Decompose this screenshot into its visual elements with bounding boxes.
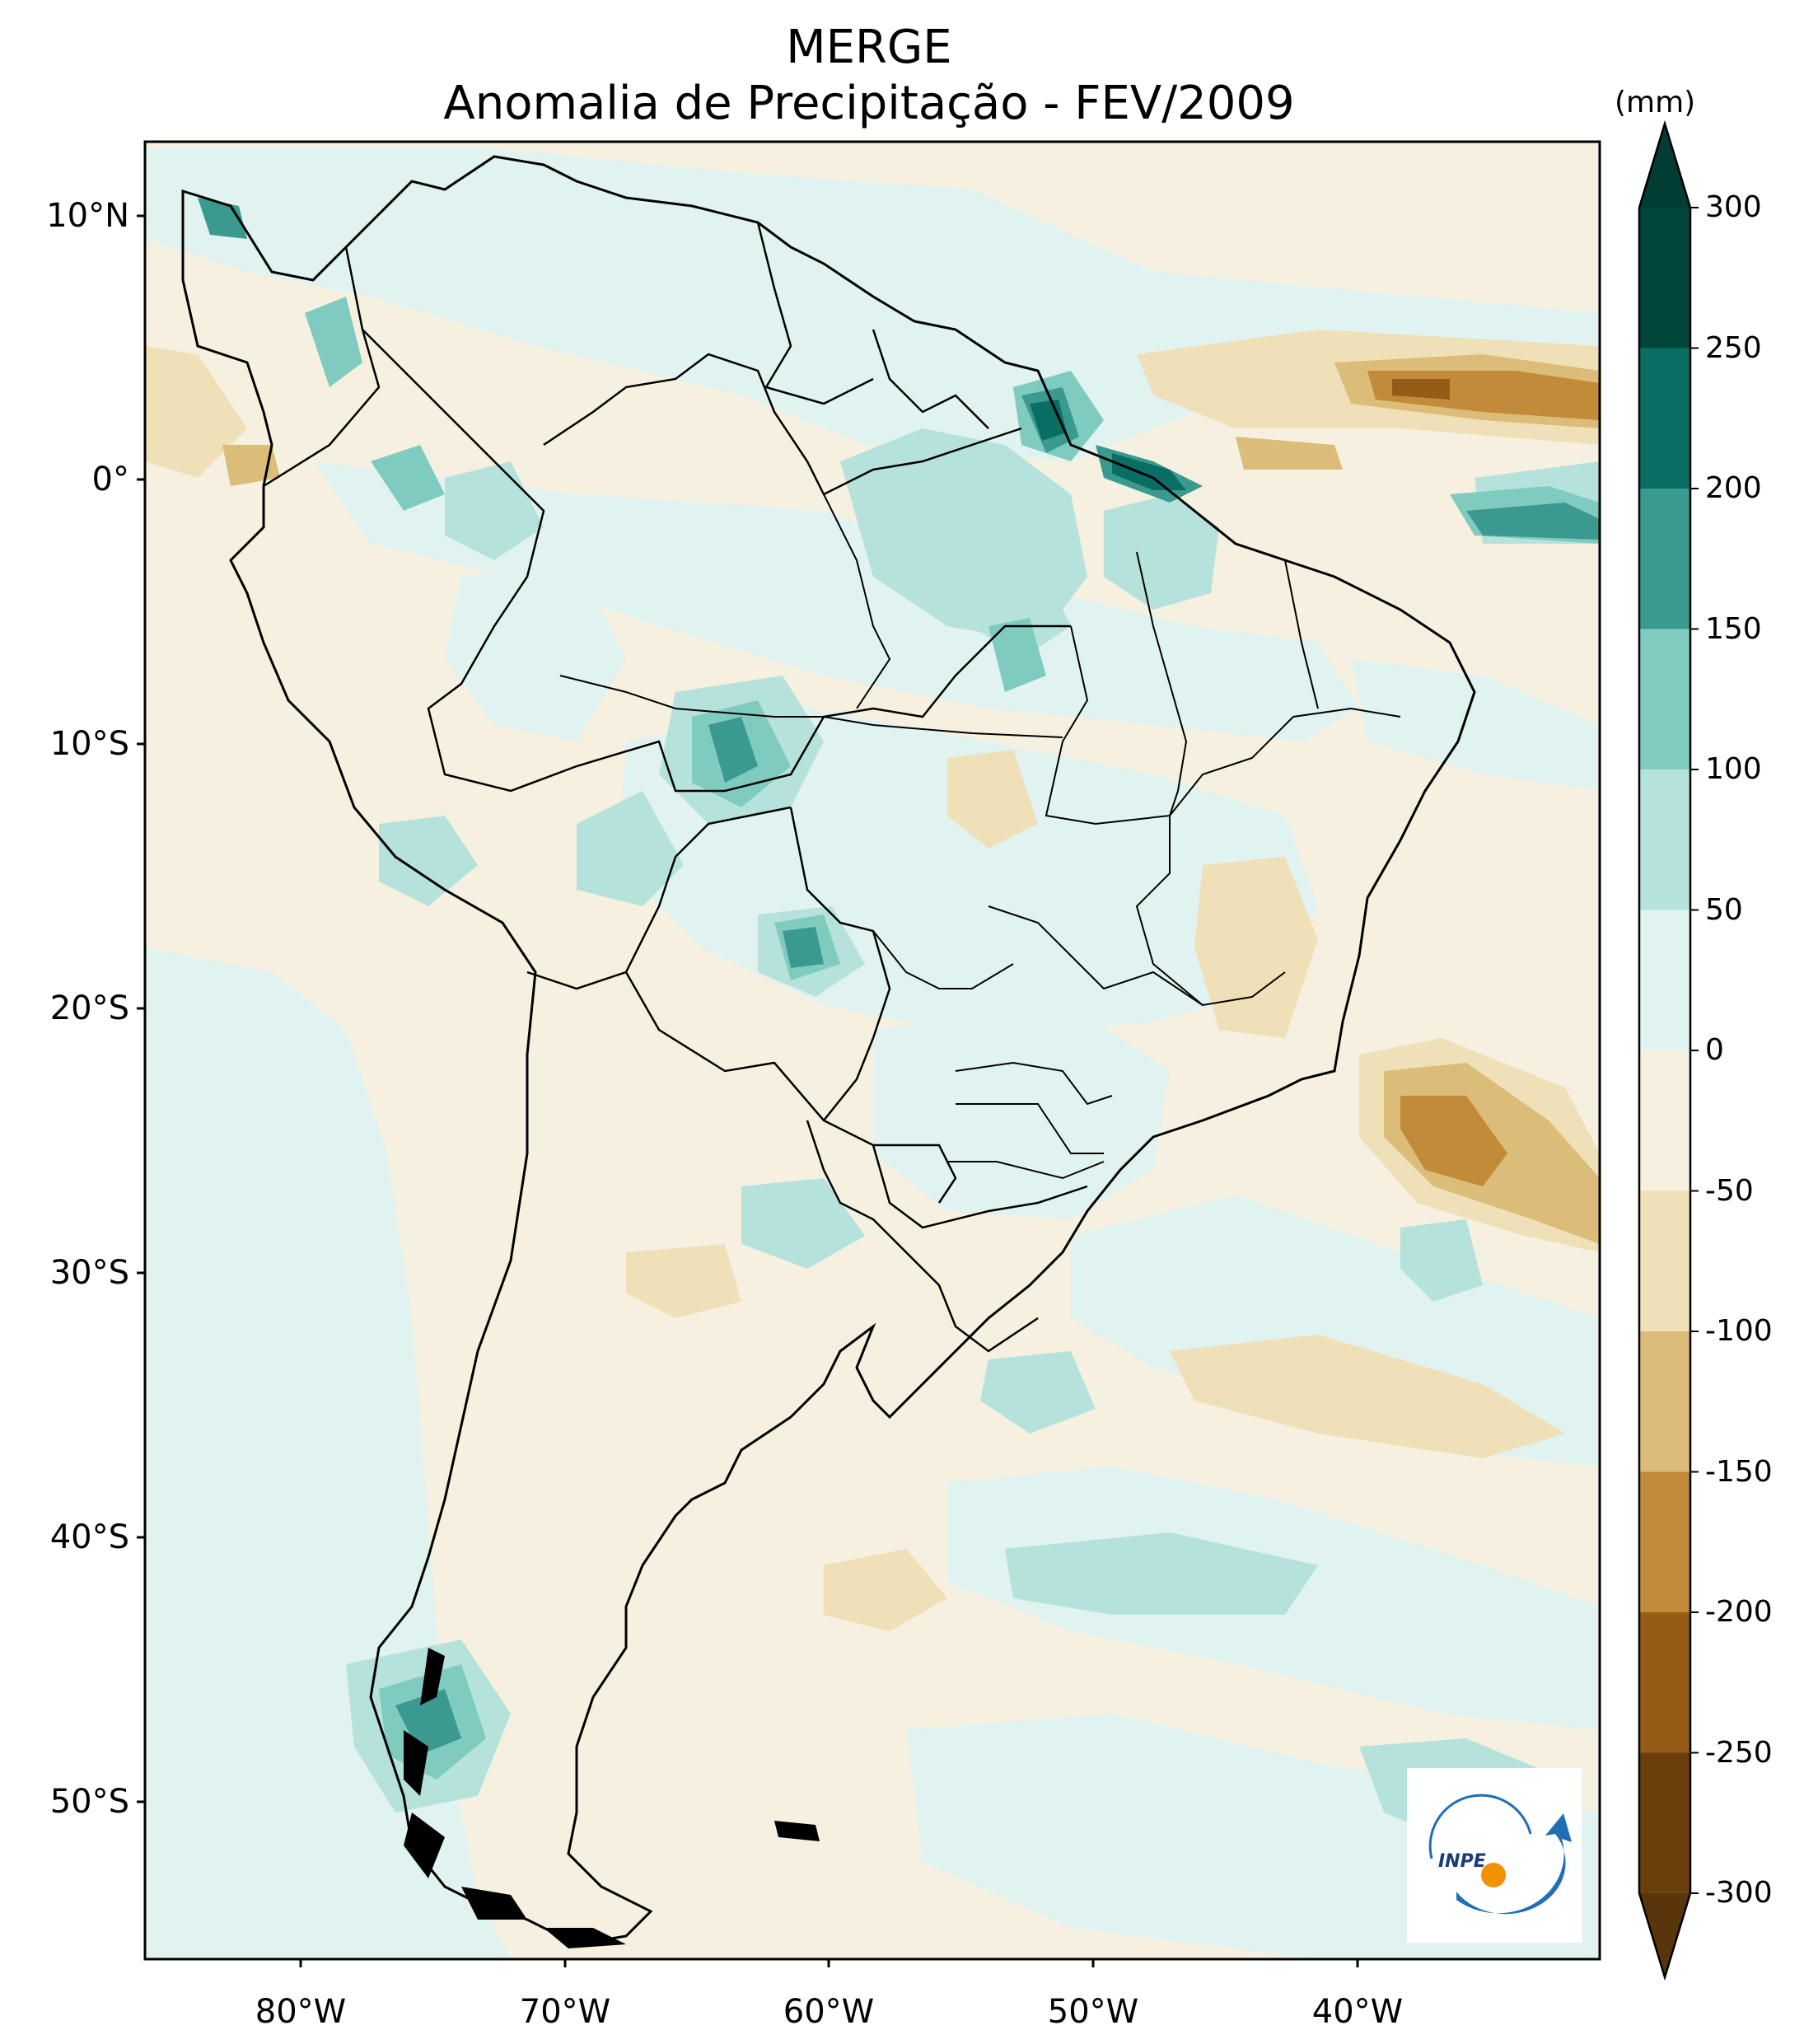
lat-label-30s: 30°S	[49, 1254, 129, 1292]
colorbar-tick-label: 250	[1705, 330, 1762, 365]
colorbar-segment	[1639, 769, 1690, 910]
country-borders	[263, 222, 1088, 1353]
colorbar-segment	[1639, 1331, 1690, 1472]
colorbar-segment	[1639, 629, 1690, 770]
chile-archipelago	[404, 1648, 820, 1948]
colorbar-tick-label: -200	[1705, 1595, 1773, 1629]
lat-label-40s: 40°S	[49, 1518, 129, 1556]
colorbar-extend-top	[1639, 124, 1690, 208]
colorbar	[1638, 119, 1699, 1981]
map-subtitle: Anomalia de Precipitação - FEV/2009	[443, 77, 1295, 130]
colorbar-segment	[1639, 1471, 1690, 1613]
colorbar-tick-label: 0	[1705, 1033, 1724, 1067]
colorbar-tick-label: 50	[1705, 892, 1743, 927]
lat-label-20s: 20°S	[49, 989, 129, 1027]
inpe-logo-icon: INPE	[1428, 1794, 1572, 1915]
colorbar-tick-label: 100	[1705, 752, 1762, 786]
colorbar-tick-label: 150	[1705, 611, 1762, 646]
colorbar-segment	[1639, 208, 1690, 348]
colorbar-segment	[1639, 1612, 1690, 1753]
colorbar-segment	[1639, 1050, 1690, 1191]
colorbar-segment	[1639, 348, 1690, 489]
logo-text: INPE	[1438, 1851, 1486, 1872]
anomaly-200-250	[1030, 400, 1186, 490]
map-title: MERGE	[786, 21, 952, 74]
lon-label-80w: 80°W	[255, 1993, 347, 2031]
inpe-logo: INPE	[1407, 1768, 1582, 1943]
colorbar-tick-label: -50	[1705, 1173, 1754, 1208]
south-america-coastline	[181, 155, 1476, 1946]
lat-label-10s: 10°S	[49, 725, 129, 763]
lon-label-60w: 60°W	[783, 1993, 875, 2031]
map-plot-area	[145, 142, 1600, 1959]
axis-ticks	[137, 214, 1359, 1967]
colorbar-tick-label: 300	[1705, 190, 1762, 224]
colorbar-tick-label: -300	[1705, 1876, 1773, 1910]
state-borders	[559, 493, 1401, 1180]
lon-label-40w: 40°W	[1311, 1993, 1404, 2031]
colorbar-tick-label: -100	[1705, 1314, 1773, 1348]
lat-label-0: 0°	[91, 461, 129, 498]
colorbar-unit: (mm)	[1615, 86, 1696, 119]
map-frame	[143, 140, 1601, 1961]
colorbar-segment	[1639, 1190, 1690, 1332]
colorbar-segment	[1639, 1752, 1690, 1894]
colorbar-tick-label: -250	[1705, 1735, 1773, 1770]
colorbar-extend-bottom	[1639, 1893, 1690, 1977]
colorbar-tick-label: -150	[1705, 1454, 1773, 1489]
lon-label-70w: 70°W	[519, 1993, 611, 2031]
colorbar-tick-label: 200	[1705, 471, 1762, 505]
lat-label-10n: 10°N	[46, 197, 129, 235]
lon-label-50w: 50°W	[1047, 1993, 1139, 2031]
colorbar-segment	[1639, 910, 1690, 1051]
colorbar-segment	[1639, 489, 1690, 629]
anomaly-neg-200-250	[1392, 379, 1450, 400]
lat-label-50s: 50°S	[49, 1783, 129, 1821]
